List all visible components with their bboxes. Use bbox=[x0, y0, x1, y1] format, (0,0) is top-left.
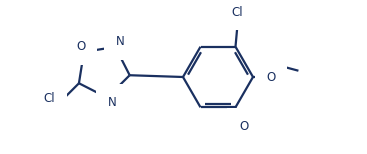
Text: N: N bbox=[108, 96, 117, 109]
Text: O: O bbox=[266, 71, 276, 83]
Text: O: O bbox=[76, 40, 86, 53]
Text: N: N bbox=[116, 35, 125, 49]
Text: Cl: Cl bbox=[232, 6, 243, 19]
Text: Cl: Cl bbox=[44, 92, 55, 105]
Text: O: O bbox=[239, 120, 248, 133]
